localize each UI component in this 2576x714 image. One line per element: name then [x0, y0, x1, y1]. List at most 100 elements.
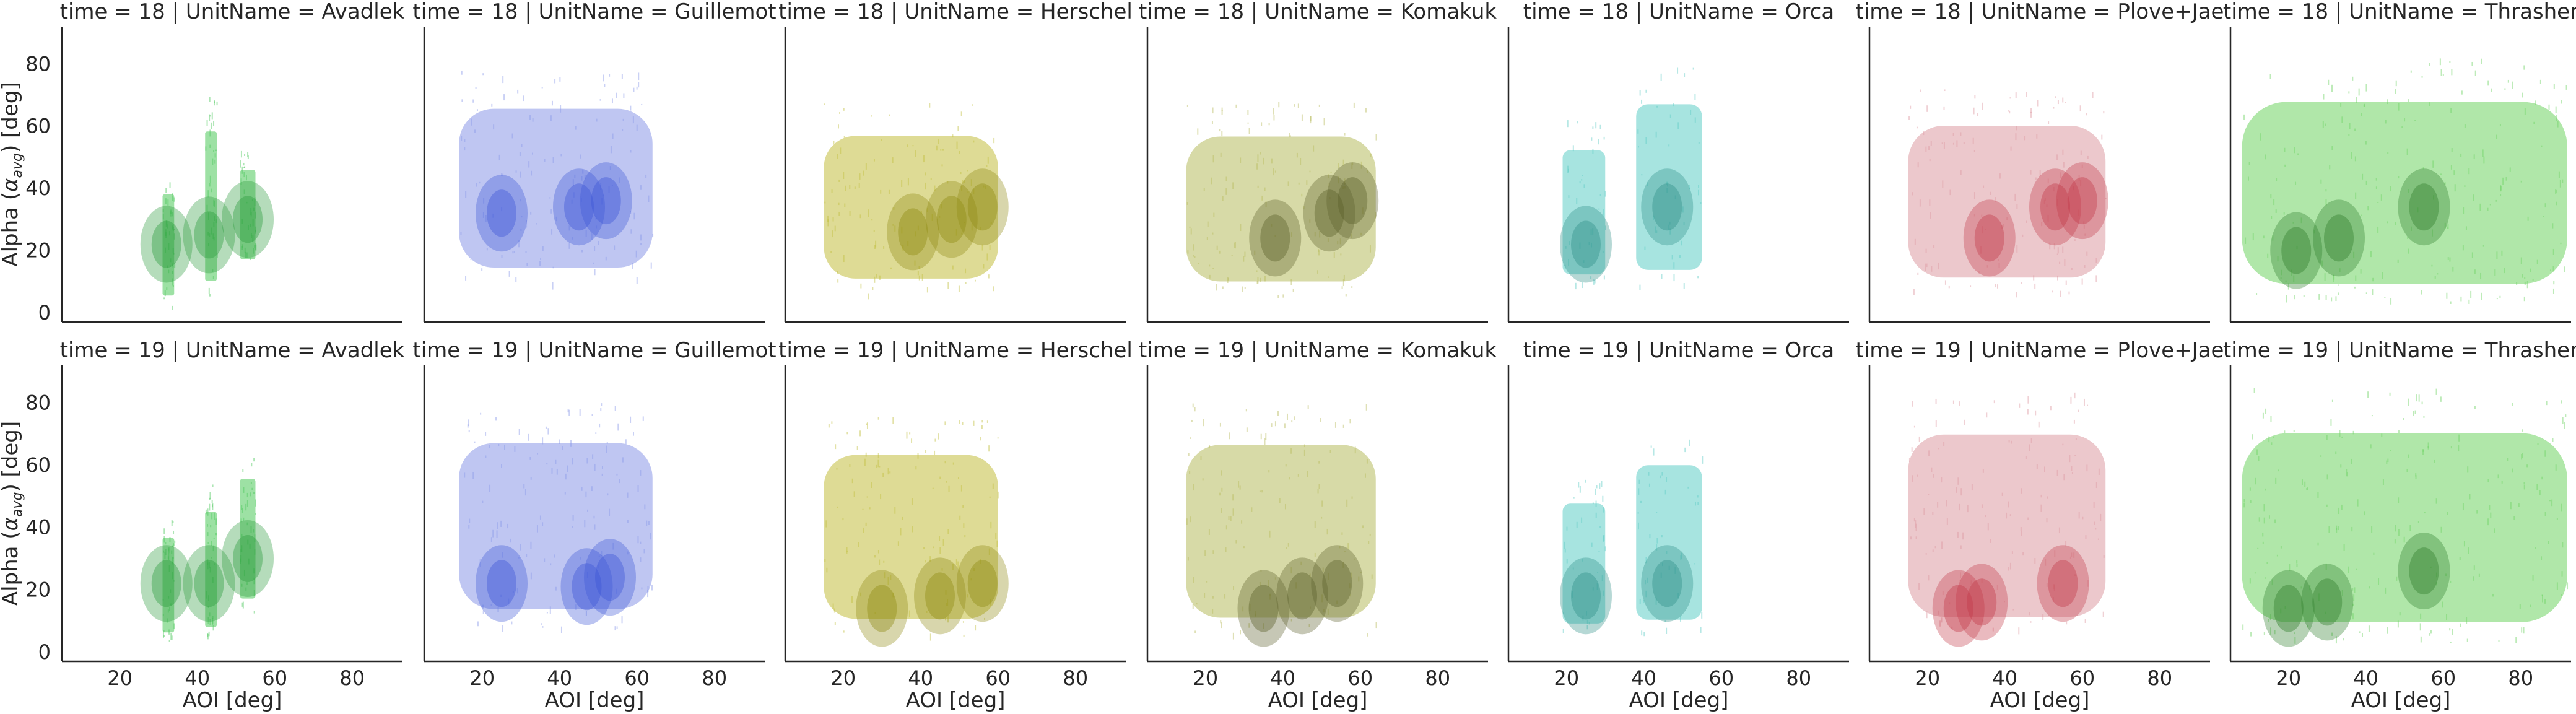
scatter-point	[2001, 225, 2003, 229]
density-core	[2409, 547, 2439, 595]
scatter-point	[247, 225, 249, 230]
scatter-point	[213, 538, 215, 539]
scatter-point	[1679, 616, 1681, 622]
scatter-point	[2387, 99, 2388, 105]
scatter-point	[1638, 146, 1640, 148]
scatter-point	[894, 225, 896, 232]
scatter-point	[1254, 250, 1256, 255]
scatter-point	[2524, 108, 2526, 115]
x-axis-label: AOI [deg]	[1629, 688, 1729, 713]
scatter-point	[165, 247, 167, 253]
x-tick-label: 40	[2353, 666, 2378, 690]
scatter-point	[2365, 292, 2367, 294]
scatter-point	[1603, 275, 1605, 280]
scatter-point	[2468, 299, 2470, 304]
scatter-point	[504, 444, 506, 450]
scatter-point	[1351, 572, 1352, 579]
scatter-point	[2320, 179, 2322, 184]
scatter-point	[837, 271, 838, 274]
scatter-point	[497, 606, 499, 612]
scatter-point	[530, 572, 532, 580]
density-core	[1956, 564, 2008, 641]
scatter-point	[636, 124, 638, 131]
scatter-point	[1354, 446, 1356, 454]
scatter-point	[863, 527, 864, 533]
scatter-point	[2501, 481, 2503, 484]
scatter-point	[1960, 170, 1962, 175]
scatter-point	[2397, 620, 2399, 628]
scatter-point	[1565, 246, 1567, 249]
scatter-point	[2523, 627, 2525, 634]
scatter-point	[837, 154, 838, 159]
scatter-point	[1990, 191, 1991, 195]
scatter-point	[251, 487, 253, 490]
scatter-point	[1234, 242, 1236, 249]
scatter-point	[1982, 469, 1984, 473]
scatter-point	[1245, 409, 1247, 412]
scatter-point	[249, 543, 251, 549]
scatter-point	[1959, 503, 1960, 511]
scatter-point	[1952, 400, 1954, 404]
scatter-point	[170, 589, 172, 594]
scatter-point	[1219, 129, 1221, 132]
scatter-point	[1598, 208, 1600, 210]
scatter-point	[2325, 611, 2326, 614]
scatter-point	[1690, 109, 1692, 115]
scatter-point	[2430, 566, 2432, 568]
scatter-point	[2059, 261, 2061, 264]
scatter-point	[2387, 458, 2389, 463]
scatter-point	[2021, 282, 2022, 284]
scatter-point	[2555, 189, 2557, 194]
scatter-point	[1597, 572, 1599, 573]
scatter-point	[2249, 487, 2251, 491]
scatter-point	[1592, 502, 1594, 505]
scatter-point	[1963, 142, 1965, 144]
scatter-point	[983, 185, 985, 188]
scatter-point	[1928, 494, 1930, 495]
point-cloud	[1636, 104, 1702, 270]
scatter-point	[491, 103, 493, 107]
scatter-point	[944, 421, 946, 426]
scatter-point	[1943, 142, 1945, 149]
scatter-point	[933, 546, 934, 549]
scatter-point	[884, 572, 886, 579]
y-tick-label: 0	[38, 301, 51, 324]
x-axis-label: AOI [deg]	[1268, 688, 1368, 713]
scatter-point	[209, 114, 211, 121]
scatter-point	[2474, 269, 2476, 274]
scatter-point	[2389, 392, 2391, 396]
scatter-point	[1187, 250, 1189, 254]
scatter-point	[2470, 290, 2472, 298]
scatter-point	[906, 431, 908, 439]
scatter-point	[1581, 179, 1583, 181]
scatter-point	[1562, 629, 1564, 633]
scatter-point	[464, 147, 466, 151]
scatter-point	[1595, 488, 1596, 495]
scatter-point	[616, 626, 618, 629]
scatter-point	[1599, 483, 1601, 489]
scatter-point	[2033, 275, 2035, 281]
scatter-point	[1342, 562, 1344, 568]
scatter-point	[2371, 526, 2373, 533]
scatter-point	[2309, 585, 2311, 591]
scatter-point	[990, 599, 991, 606]
scatter-point	[214, 512, 216, 520]
scatter-point	[2256, 293, 2258, 295]
scatter-point	[165, 229, 167, 237]
scatter-point	[1923, 131, 1925, 136]
scatter-point	[565, 473, 567, 480]
scatter-point	[574, 174, 576, 178]
scatter-point	[596, 225, 598, 229]
scatter-point	[2300, 217, 2302, 224]
scatter-point	[1194, 407, 1196, 412]
scatter-point	[1346, 499, 1348, 507]
scatter-point	[1562, 612, 1564, 614]
scatter-point	[638, 72, 640, 81]
facet-title: time = 19 | UnitName = Plove+Jae	[1856, 338, 2224, 363]
scatter-point	[2343, 638, 2344, 641]
scatter-point	[1603, 507, 1604, 513]
scatter-point	[2326, 435, 2328, 440]
scatter-point	[1599, 124, 1601, 129]
scatter-point	[1599, 194, 1601, 196]
